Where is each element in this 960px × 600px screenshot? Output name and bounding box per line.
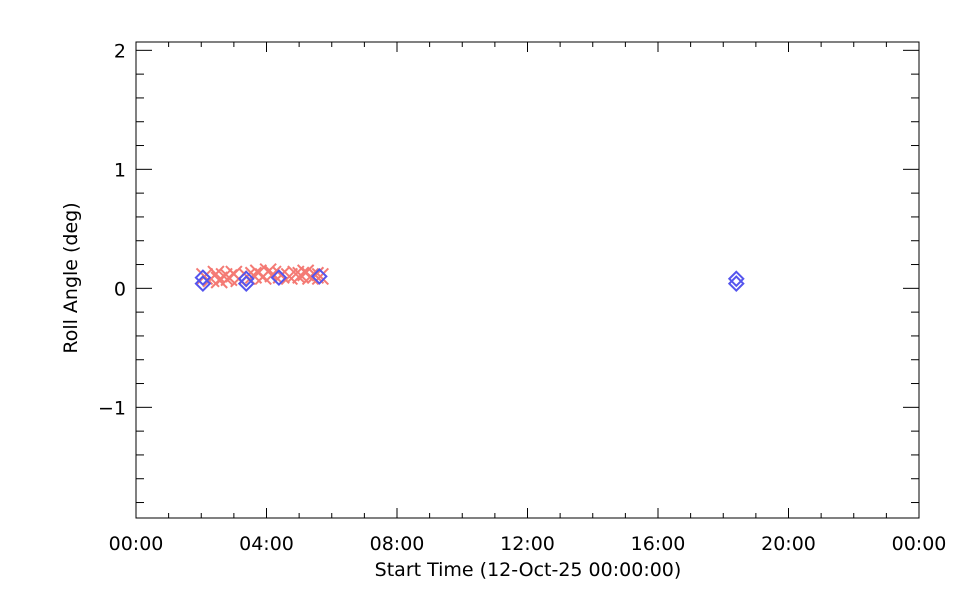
x-tick-label: 00:00 (109, 533, 164, 555)
x-axis-title: Start Time (12-Oct-25 00:00:00) (375, 559, 682, 581)
axes: 00:00 04:00 08:00 12:00 16:00 20:00 00:00 −1 0 1 2 (98, 40, 946, 555)
x-marker (215, 267, 233, 286)
diamond-marker (237, 270, 255, 288)
plot-marks (194, 262, 745, 292)
x-marker-stroke (264, 265, 282, 283)
y-tick-label: 2 (114, 40, 126, 62)
x-marker-stroke (280, 267, 299, 286)
diamond-marker (194, 269, 212, 287)
x-marker-stroke (207, 265, 225, 283)
x-marker-stroke (311, 267, 330, 286)
x-marker-stroke (259, 262, 277, 281)
y-axis-title: Roll Angle (deg) (60, 202, 82, 353)
x-tick-label: 04:00 (239, 533, 294, 555)
diamond-marker (727, 275, 745, 292)
y-tick-label: 0 (114, 278, 126, 300)
x-tick-label: 00:00 (892, 533, 947, 555)
x-marker-stroke (215, 267, 233, 286)
x-tick-label: 12:00 (500, 533, 555, 555)
x-marker (259, 262, 277, 281)
y-tick-label: −1 (98, 397, 126, 419)
x-tick-label: 16:00 (631, 533, 686, 555)
x-marker-stroke (292, 266, 310, 284)
diamond-marker (727, 270, 745, 288)
diamond-marker (270, 269, 288, 287)
x-tick-label: 08:00 (370, 533, 425, 555)
y-tick-label: 1 (114, 159, 126, 181)
diamond-marker (310, 268, 328, 285)
x-marker-stroke (244, 266, 263, 284)
x-tick-label: 20:00 (761, 533, 816, 555)
x-marker (311, 267, 330, 286)
